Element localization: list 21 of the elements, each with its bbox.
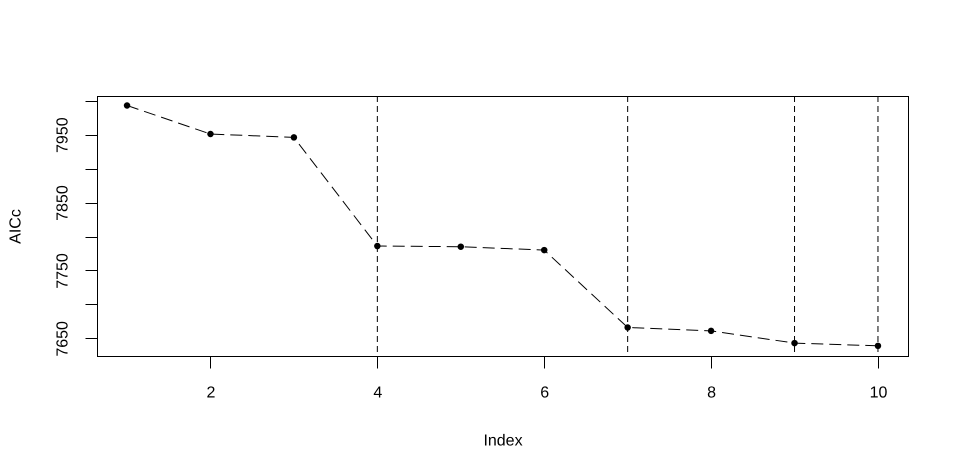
y-tick-label: 7750 xyxy=(54,253,72,289)
point xyxy=(540,246,548,254)
x-tick-label: 4 xyxy=(373,384,382,402)
y-tick-label: 7850 xyxy=(54,185,72,221)
point xyxy=(124,102,130,109)
y-tick-label: 7650 xyxy=(54,320,72,357)
x-tick-label: 10 xyxy=(870,384,888,402)
point xyxy=(791,340,798,346)
point xyxy=(290,134,298,141)
point xyxy=(374,242,381,250)
y-axis-title: AICc xyxy=(8,209,24,244)
point xyxy=(207,130,214,138)
x-tick-label: 8 xyxy=(707,384,716,402)
point xyxy=(458,243,464,250)
point xyxy=(624,324,631,331)
x-tick-label: 6 xyxy=(540,384,550,402)
y-tick-label: 7950 xyxy=(54,117,72,153)
x-tick-label: 2 xyxy=(206,384,216,402)
point xyxy=(708,328,714,334)
x-axis-title: Index xyxy=(483,432,523,450)
point xyxy=(874,342,882,350)
